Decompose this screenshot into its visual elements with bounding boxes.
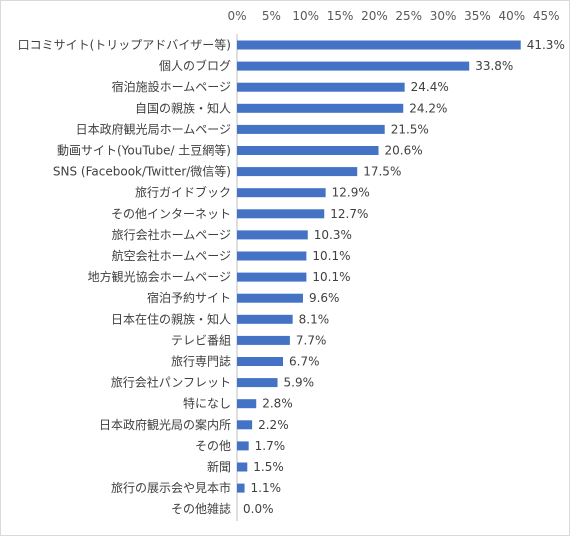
bar xyxy=(237,272,307,282)
category-label: テレビ番組 xyxy=(171,333,231,347)
data-label: 1.5% xyxy=(253,460,284,474)
data-label: 1.7% xyxy=(255,439,286,453)
data-label: 12.7% xyxy=(330,207,368,221)
data-label: 2.8% xyxy=(262,397,293,411)
x-tick-label: 25% xyxy=(395,9,422,23)
data-label: 24.4% xyxy=(411,80,449,94)
category-label: SNS (Facebook/Twitter/微信等) xyxy=(53,165,231,179)
bar xyxy=(237,483,245,493)
data-label: 6.7% xyxy=(289,355,320,369)
bar xyxy=(237,441,249,451)
data-label: 20.6% xyxy=(385,144,423,158)
x-tick-label: 10% xyxy=(292,9,319,23)
category-label: 日本政府観光局ホームページ xyxy=(76,121,231,136)
category-label: その他雑誌 xyxy=(171,501,231,516)
bar xyxy=(237,357,284,366)
x-tick-label: 20% xyxy=(361,9,388,23)
x-tick-label: 5% xyxy=(262,9,281,23)
data-label: 21.5% xyxy=(391,122,429,136)
x-tick-label: 45% xyxy=(533,9,560,23)
data-label: 9.6% xyxy=(309,291,340,305)
data-label: 10.3% xyxy=(314,228,352,242)
category-label: 宿泊施設ホームページ xyxy=(112,79,231,94)
category-label: その他インターネット xyxy=(111,207,231,221)
bar xyxy=(237,335,290,345)
data-label: 12.9% xyxy=(332,186,370,200)
data-labels: 41.3% 33.8% 24.4% 24.2% 21.5% 20.6% 17.5% 12.9%… xyxy=(243,38,565,516)
bar xyxy=(237,188,326,198)
bar xyxy=(237,462,248,472)
category-label: 旅行会社パンフレット xyxy=(111,375,231,390)
category-label: 旅行会社ホームページ xyxy=(112,227,231,242)
data-label: 10.1% xyxy=(312,270,350,284)
data-label: 17.5% xyxy=(363,165,401,179)
bar xyxy=(237,146,379,155)
category-label: 宿泊予約サイト xyxy=(147,290,231,305)
data-label: 33.8% xyxy=(475,59,513,73)
bar xyxy=(237,82,405,92)
category-label: 動画サイト(YouTube/ 土豆網等) xyxy=(57,144,231,158)
bars xyxy=(237,40,521,493)
category-label: 日本政府観光局の案内所 xyxy=(99,417,231,432)
x-axis-ticks: 0% 5% 10% 15% 20% 25% 30% 35% 40% 45% xyxy=(227,9,559,23)
bar xyxy=(237,167,358,177)
x-tick-label: 0% xyxy=(227,9,246,23)
data-label: 5.9% xyxy=(284,376,315,390)
category-label: その他 xyxy=(195,439,231,453)
bar xyxy=(237,124,385,134)
category-label: 旅行ガイドブック xyxy=(135,185,231,200)
data-label: 8.1% xyxy=(299,312,330,326)
category-label: 日本在住の親族・知人 xyxy=(111,312,231,326)
category-label: 口コミサイト(トリップアドバイザー等) xyxy=(18,38,231,52)
category-label: 新聞 xyxy=(207,459,231,474)
bar xyxy=(237,61,470,71)
category-label: 旅行の展示会や見本市 xyxy=(111,480,231,495)
data-label: 7.7% xyxy=(296,333,327,347)
x-tick-label: 30% xyxy=(430,9,457,23)
bar xyxy=(237,40,521,50)
category-label: 自国の親族・知人 xyxy=(135,101,231,115)
data-label: 2.2% xyxy=(258,418,289,432)
x-tick-label: 35% xyxy=(464,9,491,23)
bar xyxy=(237,251,307,261)
category-label: 航空会社ホームページ xyxy=(112,248,231,263)
bar xyxy=(237,293,303,303)
category-label: 個人のブログ xyxy=(159,58,231,73)
data-label: 10.1% xyxy=(312,249,350,263)
category-label: 旅行専門誌 xyxy=(171,354,231,369)
bar xyxy=(237,103,404,113)
data-label: 41.3% xyxy=(527,38,565,52)
data-label: 24.2% xyxy=(409,101,447,115)
category-label: 特になし xyxy=(183,396,231,411)
bar xyxy=(237,399,257,409)
bar xyxy=(237,314,293,324)
bar xyxy=(237,209,325,219)
data-label: 1.1% xyxy=(251,481,282,495)
category-label: 地方観光協会ホームページ xyxy=(88,269,231,284)
bar xyxy=(237,230,308,240)
category-labels: 口コミサイト(トリップアドバイザー等) 個人のブログ宿泊施設ホームページ自国の親族… xyxy=(18,38,231,516)
bar xyxy=(237,420,253,430)
x-tick-label: 40% xyxy=(498,9,525,23)
x-tick-label: 15% xyxy=(327,9,354,23)
data-label: 0.0% xyxy=(243,502,274,516)
bar xyxy=(237,378,278,388)
